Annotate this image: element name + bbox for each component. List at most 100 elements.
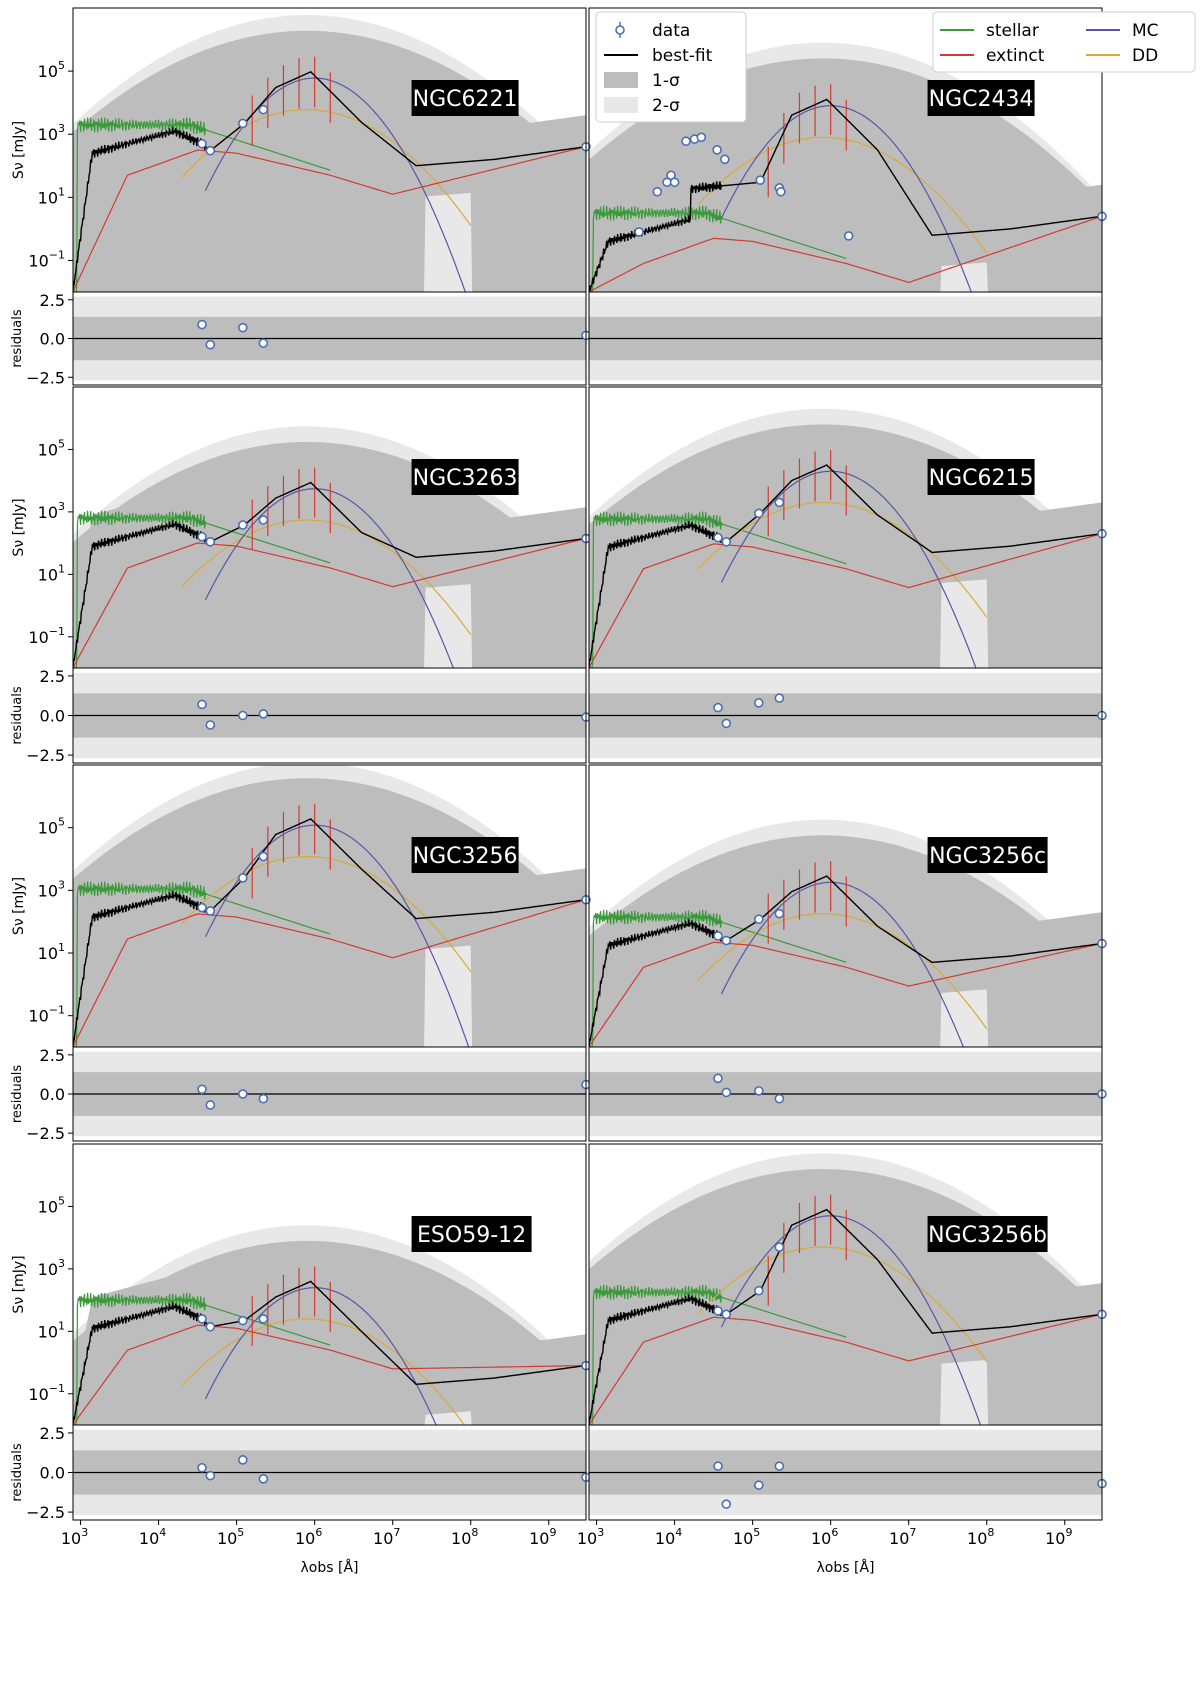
residual-axis-label: residuals [10, 309, 25, 368]
residual-tick-label: −2.5 [26, 1503, 65, 1522]
panel-ngc6215: NGC6215 [588, 386, 1107, 764]
y-tick-label: 101 [38, 941, 65, 963]
mc-line [720, 1215, 982, 1425]
residual-tick-label: 0.0 [40, 707, 65, 726]
data-point [634, 227, 644, 237]
residual-plot [73, 672, 586, 759]
data-point [238, 520, 248, 530]
y-tick-label: 105 [38, 437, 65, 459]
mc-line [720, 105, 972, 292]
y-axis-label: Sν [mJy] [11, 877, 27, 935]
stellar-line [73, 881, 331, 1047]
residual-frame [588, 1046, 1103, 1142]
residual-point [238, 322, 248, 333]
y-tick-label: 103 [38, 500, 65, 522]
data-point [258, 851, 269, 862]
galaxy-name: NGC3256c [929, 844, 1046, 869]
y-tick-label: 10−1 [28, 625, 65, 647]
extinct-line [589, 215, 1102, 292]
galaxy-name: NGC6215 [929, 466, 1034, 491]
residual-point [238, 710, 248, 721]
y-tick-label: 103 [38, 1257, 65, 1279]
panel-ngc3256: NGC3256 10−1 101 103 105 2.5 0.0 −2.5 Sν [mJy] re… [10, 764, 591, 1143]
y-tick-label: 101 [38, 185, 65, 207]
extinct-line [73, 899, 586, 1047]
residual-point [197, 699, 207, 710]
residual-tick-label: −2.5 [26, 746, 65, 765]
y-axis-label: Sν [mJy] [11, 498, 27, 556]
x-axis-label: λobs [Å] [817, 1559, 875, 1576]
data-point [258, 1314, 269, 1324]
residual-point [238, 1089, 248, 1099]
main-plot [73, 765, 586, 1047]
x-tick-label: 105 [733, 1526, 760, 1548]
data-point [238, 118, 248, 129]
residual-point [713, 1461, 723, 1471]
y-tick-label: 103 [38, 878, 65, 900]
galaxy-name: ESO59-12 [417, 1223, 526, 1248]
data-point [712, 145, 722, 155]
main-plot [73, 15, 586, 292]
data-point [197, 531, 207, 542]
residual-point [713, 702, 723, 713]
galaxy-name: NGC6221 [413, 87, 518, 112]
sigma1-band [73, 441, 586, 668]
data-point [774, 1242, 785, 1252]
residual-axis-label: residuals [10, 686, 25, 745]
galaxy-label-box [411, 1216, 532, 1252]
data-point [197, 138, 207, 149]
legend-label: extinct [986, 46, 1045, 66]
data-point [713, 931, 723, 941]
y-tick-label: 10−1 [28, 248, 65, 270]
y-axis-label: Sν [mJy] [11, 121, 27, 179]
data-point [681, 136, 691, 147]
residual-point [197, 1084, 207, 1095]
residual-tick-label: −2.5 [26, 1124, 65, 1143]
residual-point [197, 319, 207, 330]
panel-ngc3263: NGC3263 10−1 101 103 105 2.5 0.0 −2.5 Sν [mJy] re… [10, 386, 591, 765]
bestfit-line [589, 98, 1102, 292]
data-point [843, 231, 854, 241]
legend: data best-fit 1-σ 2-σ stellar MC extinct DD [595, 11, 1196, 123]
residual-point [754, 1480, 764, 1490]
x-tick-label: 106 [811, 1526, 838, 1548]
panel-eso59-12: ESO59-12 10−1 101 103 105 2.5 0.0 −2.5 Sν [mJy] r… [10, 1143, 591, 1576]
data-point [669, 177, 680, 188]
data-point [754, 1285, 764, 1296]
dd-line [181, 855, 472, 973]
dd-line [697, 1246, 988, 1363]
legend-data-marker [615, 25, 625, 35]
bestfit-line [73, 481, 586, 668]
data-point [258, 104, 269, 115]
residual-point [238, 1455, 248, 1465]
y-tick-label: 105 [38, 1194, 65, 1216]
residual-tick-label: −2.5 [26, 368, 65, 387]
panel-ngc3256c: NGC3256c [588, 764, 1107, 1142]
extinct-line [589, 1313, 1102, 1425]
legend-label: DD [1132, 46, 1158, 66]
x-tick-label: 108 [451, 1526, 478, 1548]
residual-point [721, 718, 732, 729]
residual-point [205, 339, 216, 350]
data-point [754, 508, 764, 519]
residual-tick-label: 2.5 [40, 1046, 65, 1065]
residual-point [205, 1470, 216, 1481]
residual-point [258, 1474, 269, 1484]
y-axis-label: Sν [mJy] [11, 1255, 27, 1313]
bestfit-line [73, 818, 586, 1047]
residual-tick-label: 0.0 [40, 1085, 65, 1104]
galaxy-label-box [411, 837, 519, 873]
extinct-line [73, 146, 586, 292]
galaxy-label-box [927, 80, 1035, 116]
data-point [721, 537, 732, 547]
panel-ngc6221: NGC6221 10−1 101 103 105 2.5 0.0 −2.5 Sν [mJy] re… [10, 7, 591, 387]
data-point [652, 186, 663, 197]
galaxy-name: NGC2434 [929, 87, 1034, 112]
x-tick-label: 103 [61, 1526, 88, 1548]
y-tick-label: 103 [38, 122, 65, 144]
data-point [205, 537, 216, 547]
legend-band-swatch [604, 72, 638, 88]
residual-point [774, 1093, 785, 1104]
galaxy-name: NGC3256 [413, 844, 518, 869]
residual-plot [73, 296, 586, 381]
